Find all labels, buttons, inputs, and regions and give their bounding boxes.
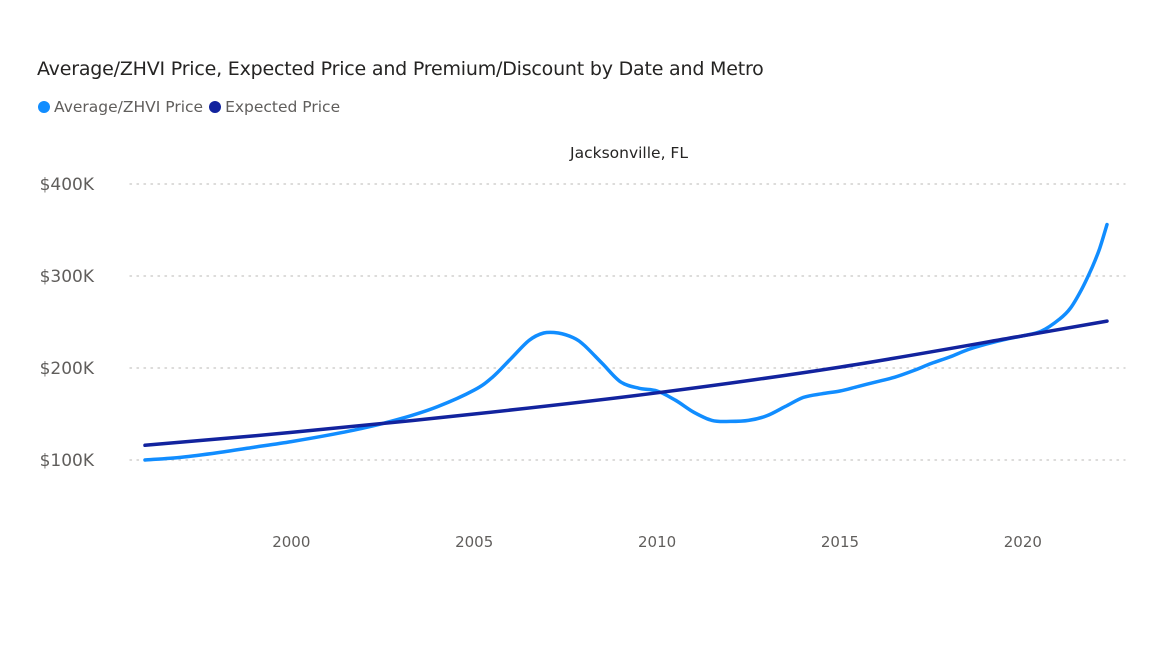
series-line-average-zhvi — [143, 222, 1109, 462]
legend-marker-average-zhvi — [38, 101, 50, 113]
x-tick-label: 2005 — [455, 533, 493, 551]
x-tick-label: 2000 — [272, 533, 310, 551]
y-tick-label: $200K — [40, 359, 95, 379]
legend-label-expected-price: Expected Price — [225, 98, 341, 116]
y-tick-label: $100K — [40, 451, 95, 471]
x-tick-label: 2015 — [821, 533, 859, 551]
series-line-expected-price — [143, 319, 1109, 448]
y-tick-label: $300K — [40, 267, 95, 287]
legend-marker-expected-price — [209, 101, 222, 113]
y-tick-label: $400K — [40, 175, 95, 195]
legend-item-average-zhvi[interactable]: Average/ZHVI Price — [38, 98, 203, 116]
legend-label-average-zhvi: Average/ZHVI Price — [54, 98, 204, 116]
x-tick-label: 2020 — [1004, 533, 1042, 551]
panel-title: Jacksonville, FL — [570, 144, 688, 162]
legend-item-expected-price[interactable]: Expected Price — [209, 98, 340, 116]
chart-title: Average/ZHVI Price, Expected Price and P… — [37, 58, 764, 80]
x-tick-label: 2010 — [638, 533, 676, 551]
legend: Average/ZHVI Price Expected Price — [38, 98, 346, 116]
